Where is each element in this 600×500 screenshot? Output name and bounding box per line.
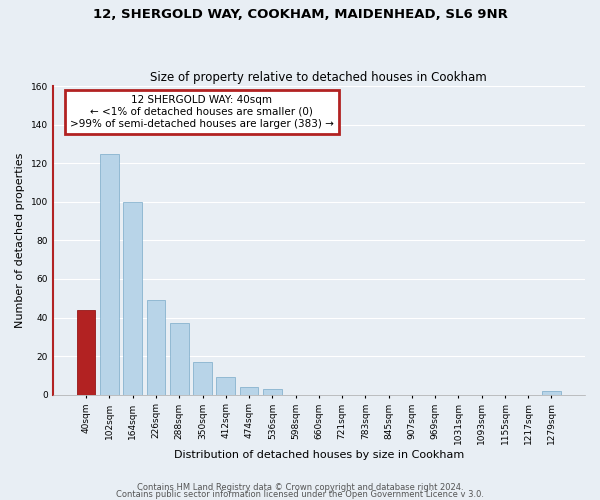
Text: 12 SHERGOLD WAY: 40sqm
← <1% of detached houses are smaller (0)
>99% of semi-det: 12 SHERGOLD WAY: 40sqm ← <1% of detached…: [70, 96, 334, 128]
Text: Contains HM Land Registry data © Crown copyright and database right 2024.: Contains HM Land Registry data © Crown c…: [137, 484, 463, 492]
Bar: [146, 300, 165, 394]
Bar: [77, 310, 95, 394]
Bar: [542, 391, 561, 394]
Title: Size of property relative to detached houses in Cookham: Size of property relative to detached ho…: [151, 70, 487, 84]
Text: 12, SHERGOLD WAY, COOKHAM, MAIDENHEAD, SL6 9NR: 12, SHERGOLD WAY, COOKHAM, MAIDENHEAD, S…: [92, 8, 508, 20]
Bar: [124, 202, 142, 394]
Bar: [100, 154, 119, 394]
X-axis label: Distribution of detached houses by size in Cookham: Distribution of detached houses by size …: [174, 450, 464, 460]
Bar: [193, 362, 212, 394]
Text: Contains public sector information licensed under the Open Government Licence v : Contains public sector information licen…: [116, 490, 484, 499]
Y-axis label: Number of detached properties: Number of detached properties: [15, 152, 25, 328]
Bar: [263, 389, 281, 394]
Bar: [170, 324, 188, 394]
Bar: [240, 387, 259, 394]
Bar: [217, 378, 235, 394]
